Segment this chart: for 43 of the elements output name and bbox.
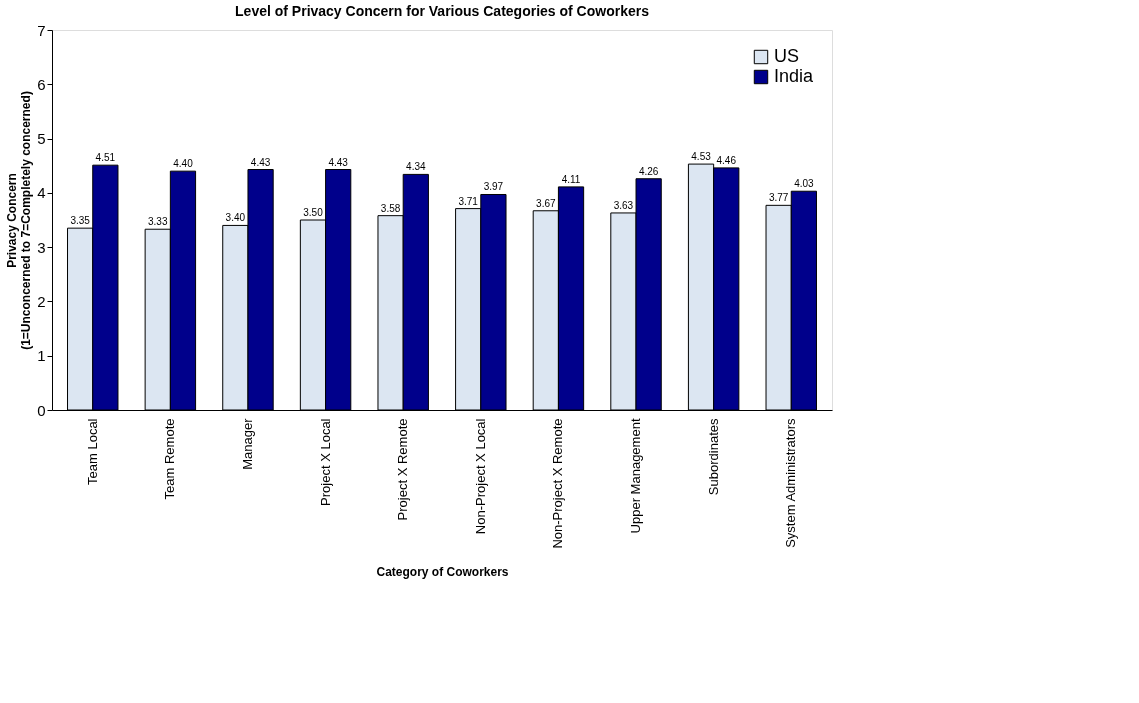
data-label: 3.97 xyxy=(483,181,504,193)
y-tick-label: 7 xyxy=(37,21,46,39)
x-tick-label: Subordinates xyxy=(705,418,721,496)
y-tick-label: 4 xyxy=(37,184,46,202)
x-tick-label: Upper Management xyxy=(628,418,644,534)
x-tick-label: Team Remote xyxy=(162,418,178,500)
chart-title: Level of Privacy Concern for Various Categories of Coworkers xyxy=(235,3,650,19)
data-label: 4.43 xyxy=(250,156,271,168)
data-label: 3.63 xyxy=(613,199,634,211)
legend-label: US xyxy=(774,46,800,66)
x-tick-label: Project X Local xyxy=(317,418,333,506)
x-tick-label: System Administrators xyxy=(783,418,799,548)
x-tick-label: Non-Project X Remote xyxy=(550,418,566,549)
data-label: 3.40 xyxy=(225,212,246,224)
data-label: 3.33 xyxy=(148,216,168,228)
data-label: 3.77 xyxy=(768,192,789,204)
data-label: 3.71 xyxy=(458,195,479,207)
x-axis-title: Category of Coworkers xyxy=(376,564,509,579)
data-label: 4.43 xyxy=(328,156,349,168)
data-label: 4.03 xyxy=(794,178,815,190)
y-tick-label: 0 xyxy=(37,401,46,419)
y-tick-label: 5 xyxy=(37,130,46,148)
x-tick-label: Manager xyxy=(239,417,255,470)
legend-label: India xyxy=(774,66,815,86)
data-label: 4.51 xyxy=(95,152,116,164)
data-label: 4.40 xyxy=(173,158,194,170)
y-axis-title: Privacy Concern (1=Unconcerned to 7=Completely concerned) xyxy=(5,91,34,350)
data-label: 4.26 xyxy=(638,165,659,177)
data-label: 3.50 xyxy=(303,207,324,218)
y-tick-label: 6 xyxy=(37,75,46,93)
data-label: 3.67 xyxy=(536,197,556,209)
x-tick-label: Project X Remote xyxy=(395,418,411,521)
y-tick-label: 2 xyxy=(37,292,46,310)
y-tick-label: 3 xyxy=(37,238,46,256)
x-tick-label: Team Local xyxy=(84,418,100,485)
x-tick-label: Non-Project X Local xyxy=(472,418,488,535)
data-label: 4.34 xyxy=(406,161,426,173)
data-label: 4.53 xyxy=(691,151,712,163)
data-label: 3.58 xyxy=(380,202,401,214)
data-label: 3.35 xyxy=(70,215,91,227)
data-label: 4.11 xyxy=(561,173,581,185)
y-tick-label: 1 xyxy=(37,347,46,365)
data-label: 4.46 xyxy=(716,154,737,166)
